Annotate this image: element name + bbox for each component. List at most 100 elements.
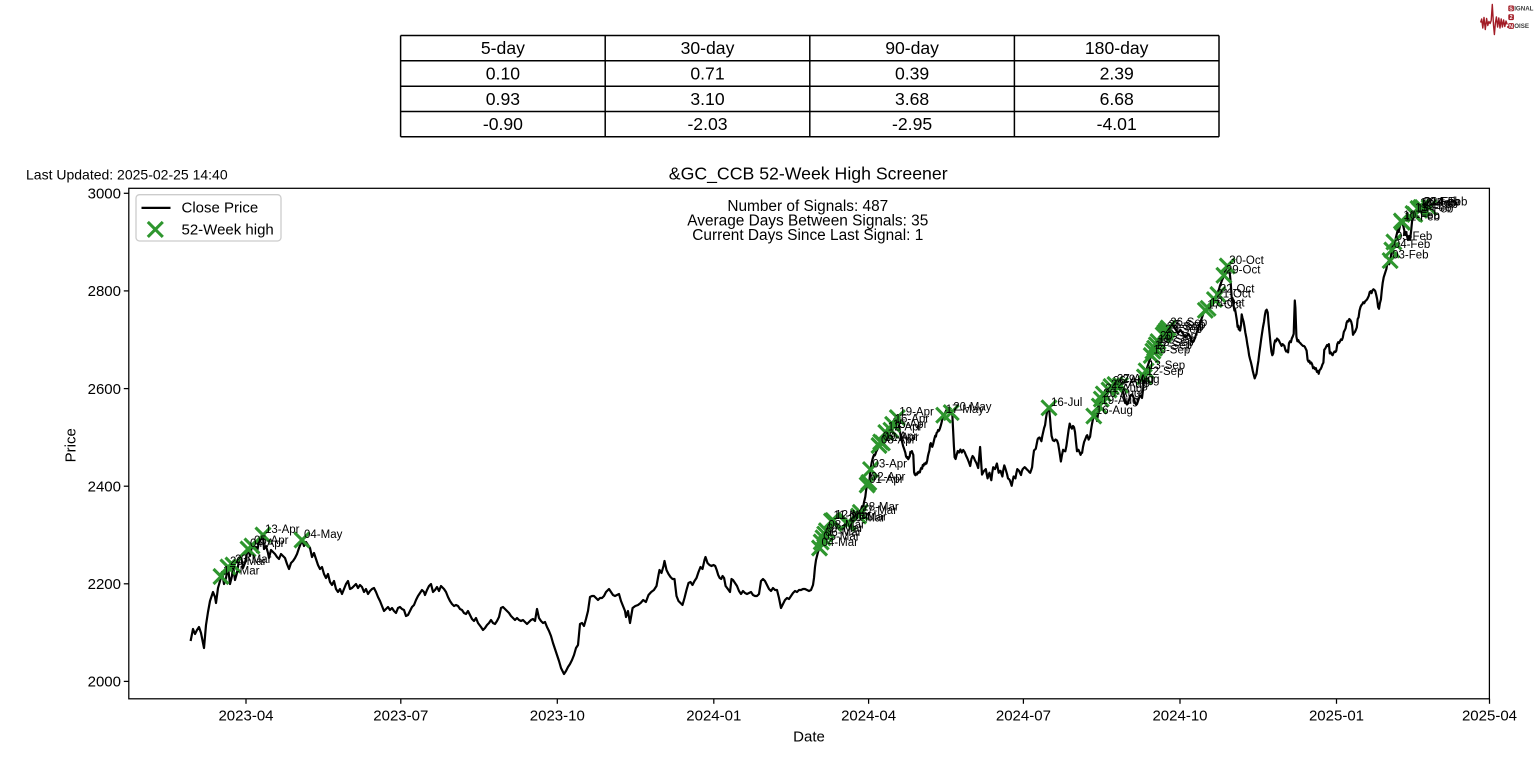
- svg-text:21-Feb: 21-Feb: [1425, 197, 1461, 209]
- svg-text:2023-10: 2023-10: [530, 708, 585, 725]
- svg-text:20-Feb: 20-Feb: [1423, 197, 1459, 209]
- svg-text:19-Apr: 19-Apr: [899, 407, 934, 419]
- svg-text:20-Sep: 20-Sep: [1160, 331, 1197, 343]
- svg-text:04-May: 04-May: [304, 529, 343, 541]
- svg-text:03-Feb: 03-Feb: [1392, 250, 1428, 262]
- svg-text:12-Sep: 12-Sep: [1146, 366, 1183, 378]
- svg-text:20-Mar: 20-Mar: [230, 556, 267, 568]
- svg-text:26-Aug: 26-Aug: [1113, 376, 1150, 388]
- svg-text:16-Jul: 16-Jul: [1051, 397, 1082, 409]
- svg-text:0.71: 0.71: [690, 64, 724, 84]
- svg-text:2600: 2600: [88, 381, 121, 398]
- svg-text:20-Mar: 20-Mar: [849, 513, 886, 525]
- svg-text:&GC_CCB 52-Week High Screener: &GC_CCB 52-Week High Screener: [669, 164, 948, 185]
- svg-text:2800: 2800: [88, 283, 121, 300]
- svg-text:20-May: 20-May: [953, 402, 992, 414]
- svg-text:14-Feb: 14-Feb: [1417, 203, 1453, 215]
- svg-text:19-Aug: 19-Aug: [1101, 395, 1138, 407]
- svg-text:19-Sep: 19-Sep: [1158, 334, 1195, 346]
- svg-text:29-Oct: 29-Oct: [1226, 264, 1261, 276]
- svg-text:01-Apr: 01-Apr: [869, 474, 904, 486]
- svg-text:3.68: 3.68: [895, 89, 929, 109]
- svg-text:2000: 2000: [88, 674, 121, 691]
- svg-text:16-Aug: 16-Aug: [1096, 405, 1133, 417]
- svg-text:29-Aug: 29-Aug: [1123, 374, 1160, 386]
- svg-text:18-Oct: 18-Oct: [1210, 297, 1245, 309]
- svg-text:S: S: [1509, 6, 1513, 12]
- svg-text:26-Sep: 26-Sep: [1170, 317, 1207, 329]
- svg-text:52-Week high: 52-Week high: [182, 221, 274, 238]
- svg-text:2200: 2200: [88, 576, 121, 593]
- svg-text:21-Mar: 21-Mar: [850, 511, 887, 523]
- svg-text:-2.95: -2.95: [892, 114, 932, 134]
- svg-text:05-Feb: 05-Feb: [1396, 231, 1432, 243]
- svg-text:2400: 2400: [88, 478, 121, 495]
- svg-text:0.39: 0.39: [895, 64, 929, 84]
- svg-text:17-Sep: 17-Sep: [1155, 340, 1192, 352]
- svg-text:10-Apr: 10-Apr: [884, 432, 919, 444]
- svg-text:04-Feb: 04-Feb: [1394, 239, 1430, 251]
- svg-text:02-Apr: 02-Apr: [871, 472, 906, 484]
- svg-text:0.10: 0.10: [486, 64, 520, 84]
- svg-text:2024-07: 2024-07: [996, 708, 1051, 725]
- svg-text:2024-01: 2024-01: [686, 708, 741, 725]
- svg-text:180-day: 180-day: [1085, 38, 1149, 58]
- svg-text:30-Oct: 30-Oct: [1229, 255, 1264, 267]
- svg-text:28-Mar: 28-Mar: [862, 501, 899, 513]
- svg-text:2023-07: 2023-07: [373, 708, 428, 725]
- svg-text:3.10: 3.10: [690, 89, 724, 109]
- svg-text:30-day: 30-day: [681, 38, 735, 58]
- svg-text:Date: Date: [793, 729, 825, 746]
- svg-text:12-Mar: 12-Mar: [835, 509, 872, 521]
- svg-text:05-Mar: 05-Mar: [823, 531, 860, 543]
- svg-text:-0.90: -0.90: [483, 114, 523, 134]
- svg-text:13-Feb: 13-Feb: [1415, 203, 1451, 215]
- svg-text:90-day: 90-day: [885, 38, 939, 58]
- svg-text:Price: Price: [63, 428, 80, 462]
- svg-text:27-Mar: 27-Mar: [861, 505, 898, 517]
- svg-text:07-Mar: 07-Mar: [827, 523, 864, 535]
- svg-text:5-day: 5-day: [481, 38, 525, 58]
- svg-text:23-Mar: 23-Mar: [235, 554, 272, 566]
- svg-text:19-Feb: 19-Feb: [1422, 199, 1458, 211]
- svg-text:2.39: 2.39: [1100, 64, 1134, 84]
- svg-text:03-Apr: 03-Apr: [873, 459, 908, 471]
- svg-text:05-Apr: 05-Apr: [254, 535, 289, 547]
- svg-text:2025-01: 2025-01: [1309, 708, 1364, 725]
- svg-text:08-Mar: 08-Mar: [828, 520, 865, 532]
- svg-text:15-Apr: 15-Apr: [893, 419, 928, 431]
- svg-text:16-Apr: 16-Apr: [895, 413, 930, 425]
- svg-text:2023-04: 2023-04: [218, 708, 273, 725]
- svg-text:23-Sep: 23-Sep: [1165, 324, 1202, 336]
- svg-text:13-Sep: 13-Sep: [1148, 360, 1185, 372]
- svg-text:18-Sep: 18-Sep: [1157, 337, 1194, 349]
- svg-text:2: 2: [1510, 15, 1513, 21]
- svg-text:2024-10: 2024-10: [1152, 708, 1207, 725]
- svg-text:-2.03: -2.03: [687, 114, 727, 134]
- svg-text:06-Mar: 06-Mar: [825, 527, 862, 539]
- svg-text:04-Mar: 04-Mar: [822, 537, 859, 549]
- svg-text:18-Feb: 18-Feb: [1420, 198, 1456, 210]
- svg-text:22-Oct: 22-Oct: [1220, 284, 1255, 296]
- svg-text:N: N: [1509, 24, 1513, 30]
- svg-text:22-Aug: 22-Aug: [1111, 379, 1148, 391]
- svg-text:17-May: 17-May: [946, 404, 985, 416]
- svg-text:12-Apr: 12-Apr: [888, 422, 923, 434]
- svg-text:08-Apr: 08-Apr: [881, 435, 916, 447]
- svg-text:6.68: 6.68: [1100, 89, 1134, 109]
- svg-text:2024-04: 2024-04: [841, 708, 896, 725]
- svg-text:09-Apr: 09-Apr: [883, 431, 918, 443]
- svg-text:27-Aug: 27-Aug: [1117, 374, 1154, 386]
- svg-text:17-Mar: 17-Mar: [223, 566, 260, 578]
- svg-text:Average Days Between Signals:: Average Days Between Signals: 35: [687, 212, 928, 229]
- svg-text:Number of Signals: 487: Number of Signals: 487: [727, 198, 888, 215]
- svg-text:21-Oct: 21-Oct: [1216, 289, 1251, 301]
- svg-text:OISE: OISE: [1514, 23, 1529, 30]
- svg-text:25-Sep: 25-Sep: [1169, 319, 1206, 331]
- svg-text:17-Oct: 17-Oct: [1207, 299, 1242, 311]
- svg-text:Last Updated: 2025-02-25 14:40: Last Updated: 2025-02-25 14:40: [26, 167, 228, 183]
- svg-text:11-Mar: 11-Mar: [834, 510, 870, 522]
- svg-text:Close Price: Close Price: [182, 200, 259, 217]
- svg-text:24-Feb: 24-Feb: [1431, 197, 1467, 209]
- svg-text:3000: 3000: [88, 186, 121, 203]
